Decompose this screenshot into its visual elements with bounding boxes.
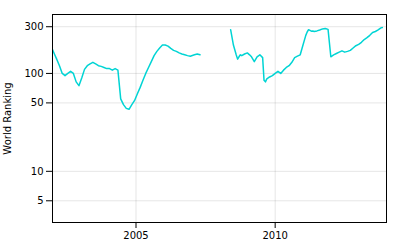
svg-text:50: 50 xyxy=(31,97,44,108)
svg-text:2005: 2005 xyxy=(123,230,148,241)
svg-text:10: 10 xyxy=(31,166,44,177)
svg-text:2010: 2010 xyxy=(262,230,287,241)
svg-text:100: 100 xyxy=(24,68,43,79)
svg-text:5: 5 xyxy=(37,195,43,206)
svg-text:300: 300 xyxy=(24,21,43,32)
svg-text:World Ranking: World Ranking xyxy=(2,82,13,154)
